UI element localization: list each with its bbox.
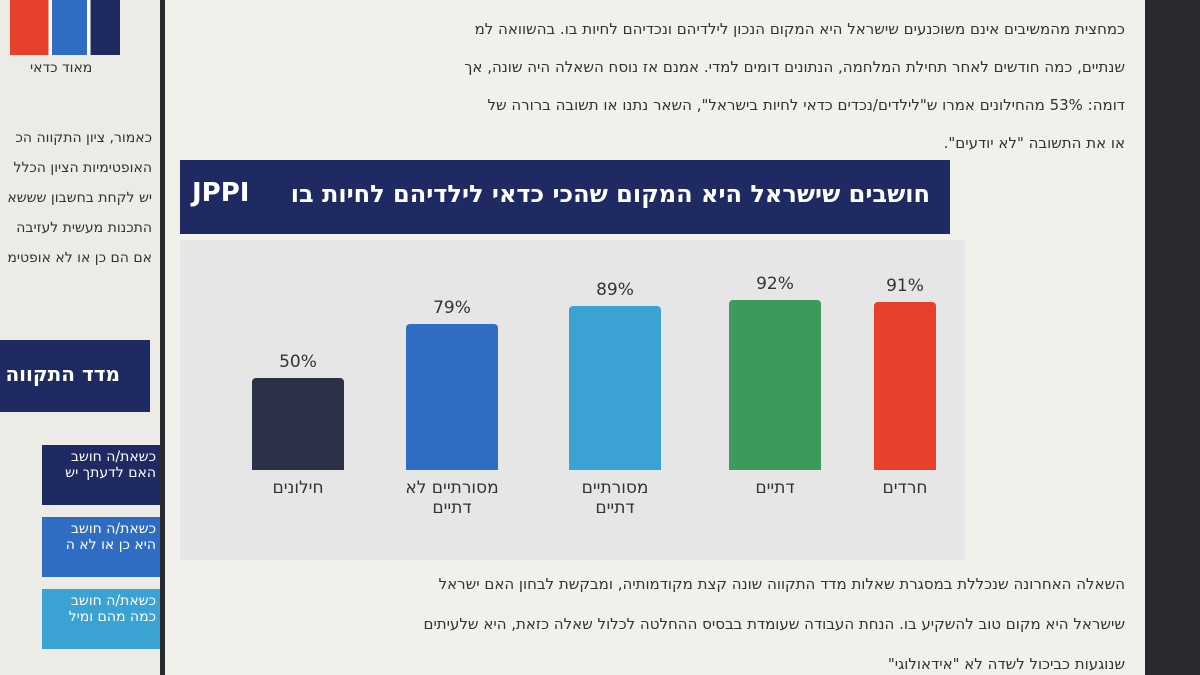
text-line: התכנות מעשית לעזיבה [16,220,152,236]
box-text: כמה מהם ומיל [68,609,156,625]
bar [406,324,498,470]
box-text: כשאת/ה חושב [70,449,156,465]
bar [252,377,344,470]
right-page: כמחצית מהמשיבים אינם משוכנעים שישראל היא… [165,0,1145,675]
text-line: דומה: 53% מהחילונים אמרו ש"לילדים/נכדים … [487,96,1125,114]
text-line: שישראל היא מקום טוב להשקיע בו. הנחת העבו… [423,615,1125,633]
box-text: כשאת/ה חושב [70,521,156,537]
chart-banner: חושבים שישראל היא המקום שהכי כדאי לילדיה… [180,160,950,234]
value-label: 92% [756,274,794,294]
category-label: חילונים [272,478,324,498]
bar [569,305,661,470]
text-line: האופטימיות הציון הכלל [13,160,152,176]
bar [874,301,936,470]
category-label: מסורתיים לא דתיים [405,478,499,518]
question-box: כשאת/ה חושב היא כן או לא ה [42,517,160,577]
chart-title: חושבים שישראל היא המקום שהכי כדאי לילדיה… [290,180,930,208]
section-banner: מדד התקווה [0,340,150,412]
box-text: האם לדעתך יש [65,465,156,481]
box-text: היא כן או לא ה [65,537,156,553]
value-label: 50% [279,351,317,372]
value-label: 91% [886,275,924,296]
plot-area: 91% חרדים 92% דתיים 89% מסורתיים דתיים 79% מסור… [180,240,965,560]
category-label: חרדים [882,478,928,498]
question-box: כשאת/ה חושב כמה מהם ומיל [42,589,160,649]
value-label: 89% [596,279,634,300]
text-line: אם הם כן או לא אופטימ [7,250,152,266]
section-title: מדד התקווה [5,362,120,386]
left-page: מאוד כדאי כאמור, ציון התקווה הכ האופטימיו… [0,0,160,675]
text-line: יש לקחת בחשבון שששא [7,190,152,206]
question-box: כשאת/ה חושב האם לדעתך יש [42,445,160,505]
text-line: שנתיים, כמה חודשים לאחר תחילת המלחמה, הנ… [464,58,1125,76]
text-line: או את התשובה "לא יודעים". [943,134,1125,152]
text-line: כאמור, ציון התקווה הכ [15,130,152,146]
box-text: כשאת/ה חושב [70,593,156,609]
legend-swatch [10,0,120,55]
text-line: שנוגעות כביכול לשדה לא "אידאולוגי" [887,655,1125,673]
logo: JPPI [192,178,250,208]
category-label: דתיים [755,478,795,498]
text-line: השאלה האחרונה שנכללת במסגרת שאלות מדד הת… [438,575,1125,593]
category-label: מסורתיים דתיים [581,478,649,518]
text-line: כמחצית מהמשיבים אינם משוכנעים שישראל היא… [474,20,1125,38]
legend-label: מאוד כדאי [30,60,93,76]
bar [729,300,821,470]
value-label: 79% [433,298,471,319]
